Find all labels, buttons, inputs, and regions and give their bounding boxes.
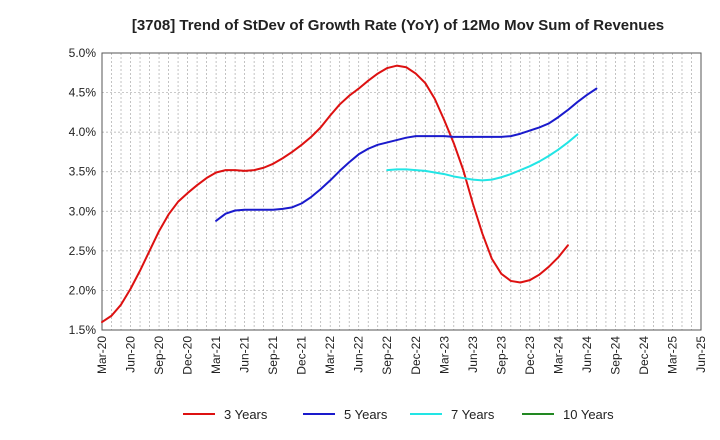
legend-label: 3 Years: [224, 407, 268, 422]
y-tick-label: 3.5%: [69, 165, 97, 179]
x-tick-label: Sep-21: [266, 336, 280, 375]
x-tick-label: Dec-24: [637, 336, 651, 375]
x-tick-label: Jun-21: [238, 336, 252, 373]
series-lines: [101, 64, 598, 324]
x-tick-label: Mar-22: [323, 336, 337, 374]
series-line-3-years: [101, 64, 569, 324]
y-tick-label: 1.5%: [69, 323, 97, 337]
x-tick-label: Dec-21: [295, 336, 309, 375]
x-axis: Mar-20 Jun-20 Sep-20 Dec-20 Mar-21 Jun-21 Sep-…: [95, 336, 708, 375]
grid: [102, 53, 701, 330]
x-tick-label: Sep-23: [494, 336, 508, 375]
legend: 3 Years 5 Years 7 Years 10 Years: [183, 407, 614, 422]
y-tick-label: 2.0%: [69, 283, 97, 297]
x-tick-label: Dec-20: [181, 336, 195, 375]
plot-area-border: [101, 52, 702, 331]
x-tick-label: Mar-21: [209, 336, 223, 374]
x-tick-label: Mar-24: [551, 336, 565, 374]
y-tick-label: 3.0%: [69, 204, 97, 218]
y-axis: 1.5% 2.0% 2.5% 3.0% 3.5% 4.0% 4.5% 5.0%: [69, 46, 97, 337]
y-tick-label: 2.5%: [69, 244, 97, 258]
x-tick-label: Mar-25: [665, 336, 679, 374]
x-tick-label: Dec-23: [523, 336, 537, 375]
x-tick-label: Jun-22: [352, 336, 366, 373]
x-tick-label: Mar-20: [95, 336, 109, 374]
x-tick-label: Jun-20: [124, 336, 138, 373]
x-tick-label: Dec-22: [409, 336, 423, 375]
legend-label: 5 Years: [344, 407, 388, 422]
series-line-5-years: [215, 87, 598, 222]
x-tick-label: Jun-24: [580, 336, 594, 373]
x-tick-label: Sep-20: [152, 336, 166, 375]
chart-title: [3708] Trend of StDev of Growth Rate (Yo…: [132, 17, 664, 34]
x-tick-label: Jun-23: [466, 336, 480, 373]
y-tick-label: 4.5%: [69, 86, 97, 100]
x-tick-label: Jun-25: [694, 336, 708, 373]
legend-label: 10 Years: [563, 407, 614, 422]
series-line-7-years: [386, 133, 579, 182]
x-tick-label: Sep-22: [380, 336, 394, 375]
legend-label: 7 Years: [451, 407, 495, 422]
x-tick-label: Mar-23: [437, 336, 451, 374]
x-tick-label: Sep-24: [608, 336, 622, 375]
y-tick-label: 5.0%: [69, 46, 97, 60]
y-tick-label: 4.0%: [69, 125, 97, 139]
